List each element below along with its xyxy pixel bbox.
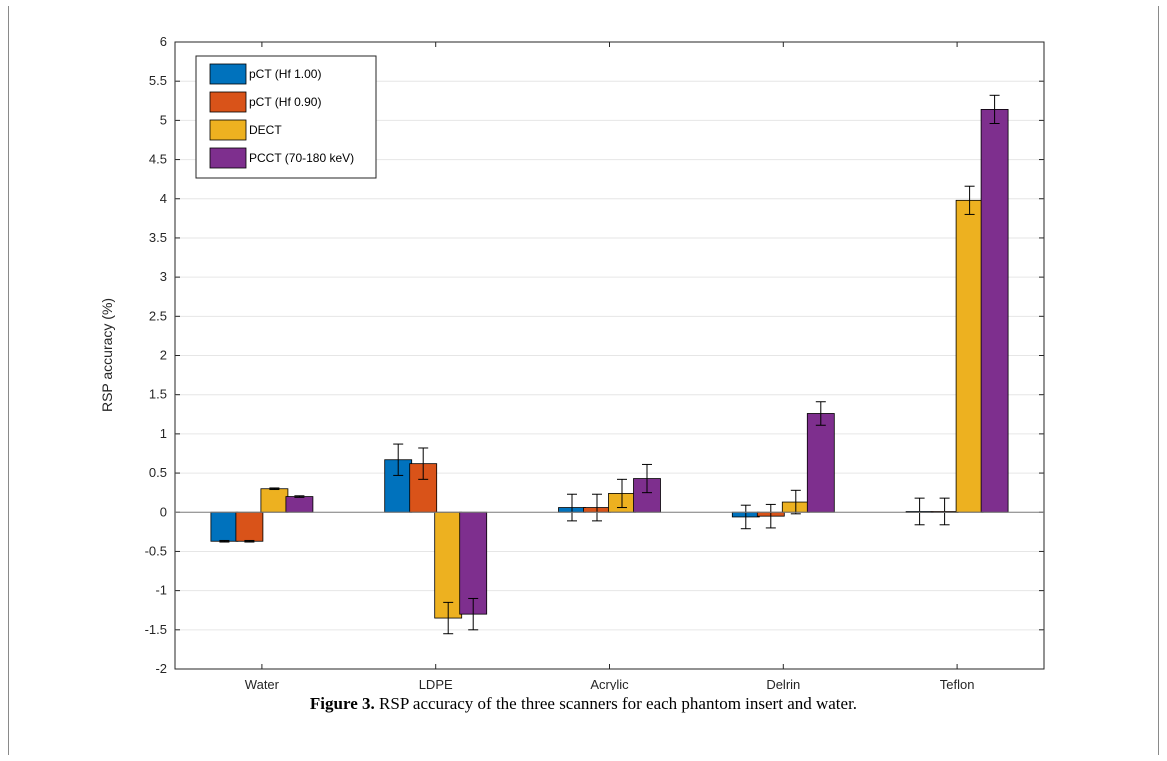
y-tick-label: 4: [160, 191, 167, 206]
bar: [260, 488, 289, 513]
x-tick-label: Acrylic: [590, 677, 629, 690]
y-tick-label: 1: [160, 426, 167, 441]
bar: [409, 463, 438, 513]
caption-text: RSP accuracy of the three scanners for e…: [374, 694, 858, 713]
y-tick-label: 0: [160, 504, 167, 519]
bar: [955, 199, 984, 513]
x-tick-label: Delrin: [766, 677, 800, 690]
figure-caption: Figure 3. RSP accuracy of the three scan…: [0, 694, 1167, 714]
caption-label: Figure 3.: [309, 694, 375, 713]
legend-label: DECT: [249, 123, 282, 137]
bar: [210, 511, 239, 542]
y-tick-label: 3: [160, 269, 167, 284]
y-tick-label: -1: [155, 583, 167, 598]
y-axis-label: RSP accuracy (%): [99, 298, 115, 412]
y-tick-label: 0.5: [149, 465, 167, 480]
y-tick-label: 5: [160, 112, 167, 127]
y-tick-label: -2: [155, 661, 167, 676]
legend-label: pCT (Hf 0.90): [249, 95, 321, 109]
grid: [175, 80, 1044, 631]
y-tick-label: 3.5: [149, 230, 167, 245]
x-tick-label: Water: [245, 677, 280, 690]
axes: -2 -1.5 -1 -0.5 0 0.5 1 1.5 2 2.5 3 3.5 4 4.5 5 5.5 6 Wat…: [145, 34, 1044, 690]
y-tick-label: -1.5: [145, 622, 167, 637]
legend-swatch: [209, 147, 247, 169]
legend: pCT (Hf 1.00) pCT (Hf 0.90) DECT PCCT (70-1…: [195, 55, 377, 179]
x-tick-label: Teflon: [940, 677, 975, 690]
rsp-accuracy-chart: -2 -1.5 -1 -0.5 0 0.5 1 1.5 2 2.5 3 3.5 4 4.5 5 5.5 6 Wat…: [99, 34, 1045, 690]
legend-swatch: [209, 63, 247, 85]
y-tick-label: 2: [160, 348, 167, 363]
y-tick-label: 4.5: [149, 152, 167, 167]
y-tick-label: 5.5: [149, 73, 167, 88]
y-tick-label: 6: [160, 34, 167, 49]
legend-swatch: [209, 91, 247, 113]
bar: [980, 109, 1009, 513]
legend-swatch: [209, 119, 247, 141]
bar: [285, 496, 314, 513]
y-tick-label: 1.5: [149, 387, 167, 402]
legend-label: pCT (Hf 1.00): [249, 67, 321, 81]
bar: [806, 413, 835, 513]
bar: [235, 511, 264, 542]
legend-label: PCCT (70-180 keV): [249, 151, 354, 165]
figure-frame: [8, 6, 1159, 755]
x-tick-label: LDPE: [419, 677, 453, 690]
y-tick-label: -0.5: [145, 543, 167, 558]
y-tick-label: 2.5: [149, 308, 167, 323]
